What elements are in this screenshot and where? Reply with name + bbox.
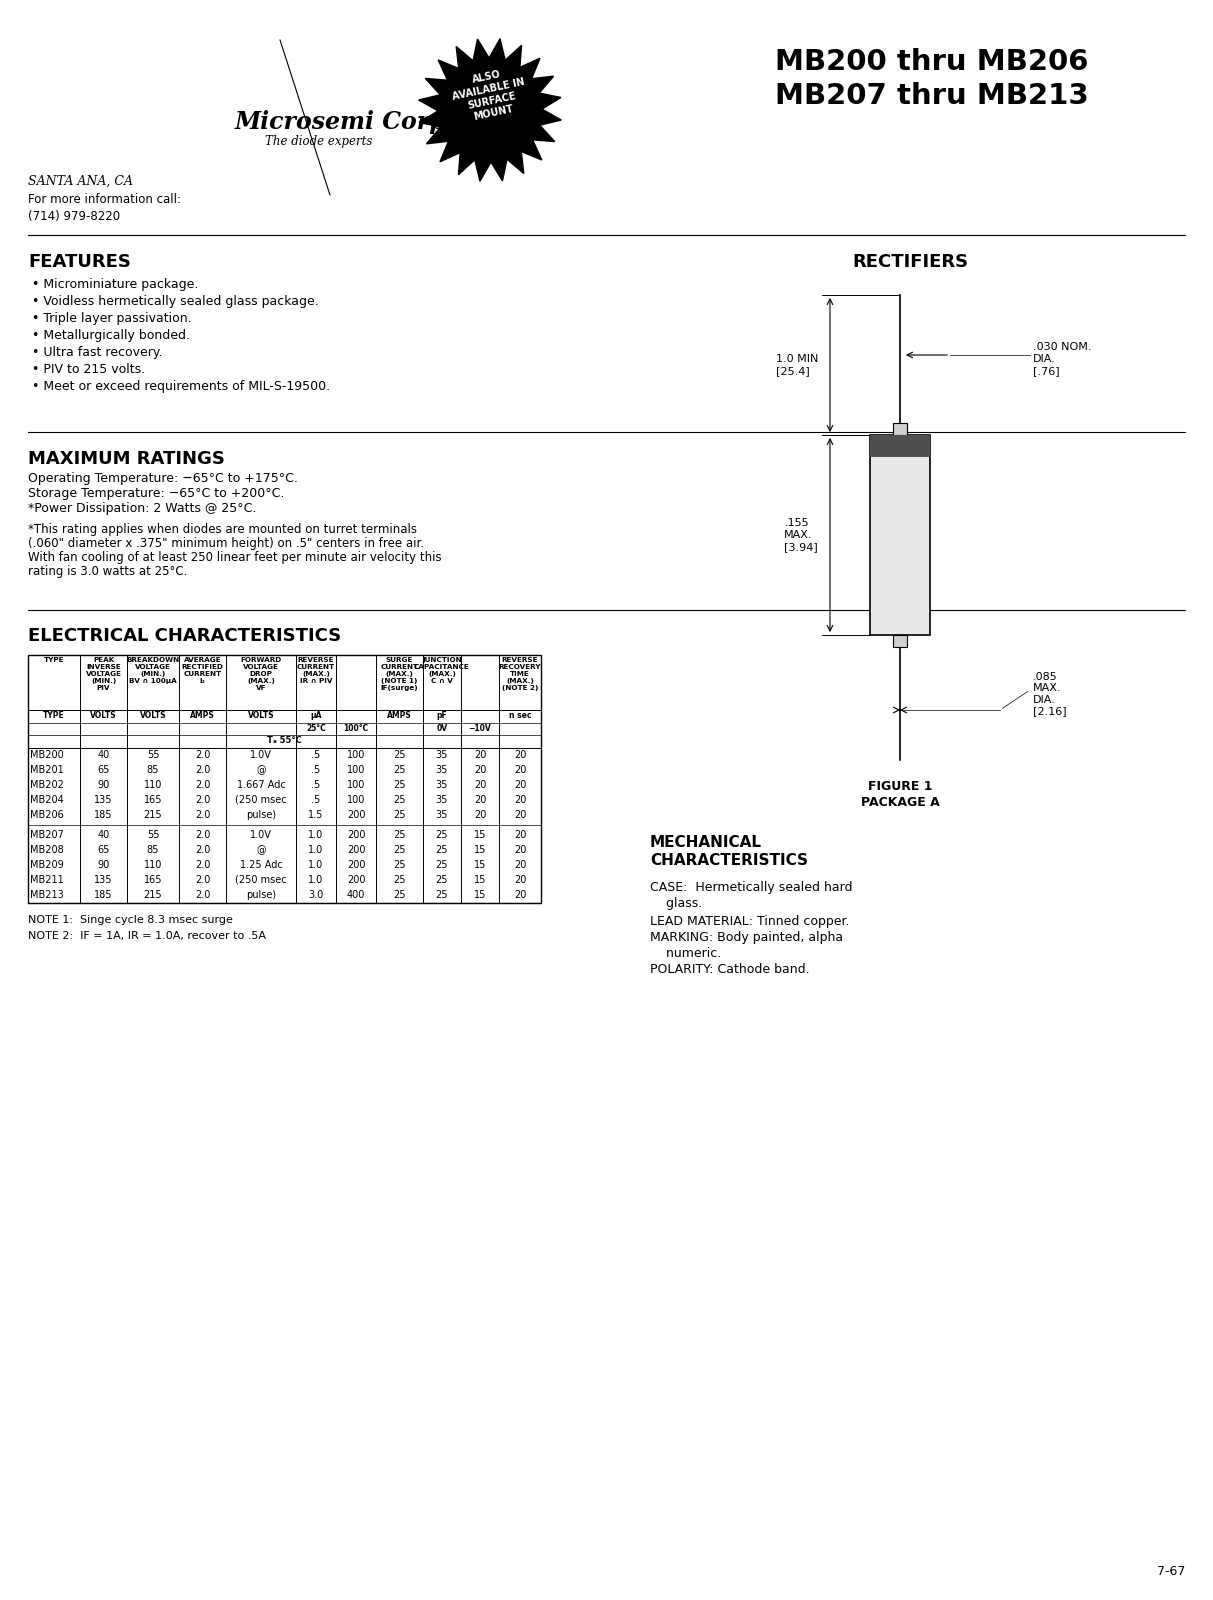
Text: 2.0: 2.0 (195, 890, 210, 899)
Text: 25: 25 (393, 845, 406, 854)
Text: 1.25 Adc: 1.25 Adc (240, 861, 283, 870)
Text: 1.0: 1.0 (308, 875, 324, 885)
Text: • Ultra fast recovery.: • Ultra fast recovery. (32, 346, 163, 358)
Text: TYPE: TYPE (44, 658, 64, 662)
Text: 15: 15 (474, 890, 486, 899)
Text: 90: 90 (97, 861, 109, 870)
Text: 1.0: 1.0 (308, 845, 324, 854)
Text: 200: 200 (347, 810, 365, 819)
Text: pF: pF (437, 710, 448, 720)
Text: (250 msec: (250 msec (235, 795, 286, 805)
Text: 25: 25 (435, 845, 449, 854)
Text: .5: .5 (312, 765, 320, 774)
Text: MECHANICAL: MECHANICAL (650, 835, 762, 850)
Text: 20: 20 (514, 875, 526, 885)
Text: 20: 20 (474, 765, 486, 774)
Text: 1.0 MIN
[25.4]: 1.0 MIN [25.4] (775, 354, 818, 376)
Text: 40: 40 (97, 830, 109, 840)
Text: −10V: −10V (468, 723, 491, 733)
Text: 25°C: 25°C (306, 723, 326, 733)
Text: POLARITY: Cathode band.: POLARITY: Cathode band. (650, 963, 809, 976)
Text: 2.0: 2.0 (195, 795, 210, 805)
Text: 20: 20 (514, 750, 526, 760)
Text: MB200: MB200 (30, 750, 64, 760)
Text: 1.667 Adc: 1.667 Adc (237, 781, 285, 790)
Text: .030 NOM.
DIA.
[.76]: .030 NOM. DIA. [.76] (1033, 342, 1092, 376)
Text: JUNCTION
CAPACITANCE
(MAX.)
C ∩ V: JUNCTION CAPACITANCE (MAX.) C ∩ V (414, 658, 469, 685)
Bar (893, 422, 907, 435)
Text: AVERAGE
RECTIFIED
CURRENT
I₂: AVERAGE RECTIFIED CURRENT I₂ (182, 658, 223, 685)
Text: Microsemi Corp.: Microsemi Corp. (235, 110, 455, 134)
Text: ALSO
AVAILABLE IN
SURFACE
MOUNT: ALSO AVAILABLE IN SURFACE MOUNT (449, 64, 531, 126)
Text: SURGE
CURRENT
(MAX.)
(NOTE 1)
IF(surge): SURGE CURRENT (MAX.) (NOTE 1) IF(surge) (381, 658, 418, 691)
Text: .5: .5 (312, 750, 320, 760)
Text: For more information call:: For more information call: (28, 194, 181, 206)
Text: .5: .5 (312, 795, 320, 805)
Text: 35: 35 (435, 781, 448, 790)
Text: Storage Temperature: −65°C to +200°C.: Storage Temperature: −65°C to +200°C. (28, 486, 284, 499)
Text: 55: 55 (147, 750, 159, 760)
Text: 2.0: 2.0 (195, 845, 210, 854)
Text: • Microminiature package.: • Microminiature package. (32, 278, 199, 291)
Text: • Meet or exceed requirements of MIL-S-19500.: • Meet or exceed requirements of MIL-S-1… (32, 379, 330, 394)
Text: (714) 979-8220: (714) 979-8220 (28, 210, 120, 222)
Text: n sec: n sec (508, 710, 531, 720)
Text: 400: 400 (347, 890, 365, 899)
Text: 1.0V: 1.0V (250, 750, 272, 760)
Text: PEAK
INVERSE
VOLTAGE
(MIN.)
PIV: PEAK INVERSE VOLTAGE (MIN.) PIV (85, 658, 121, 691)
Text: 200: 200 (347, 861, 365, 870)
Text: 2.0: 2.0 (195, 810, 210, 819)
Text: FORWARD
VOLTAGE
DROP
(MAX.)
VF: FORWARD VOLTAGE DROP (MAX.) VF (240, 658, 281, 691)
Text: 25: 25 (435, 890, 449, 899)
Text: 165: 165 (144, 795, 163, 805)
Text: μA: μA (311, 710, 321, 720)
Text: REVERSE
RECOVERY
TIME
(MAX.)
(NOTE 2): REVERSE RECOVERY TIME (MAX.) (NOTE 2) (499, 658, 541, 691)
Text: glass.: glass. (650, 898, 702, 910)
Text: 35: 35 (435, 750, 448, 760)
Text: CHARACTERISTICS: CHARACTERISTICS (650, 853, 808, 867)
Text: MB208: MB208 (30, 845, 64, 854)
Text: @: @ (256, 765, 266, 774)
Text: MB202: MB202 (30, 781, 64, 790)
Text: 20: 20 (474, 750, 486, 760)
Text: MB213: MB213 (30, 890, 64, 899)
Text: 65: 65 (97, 845, 109, 854)
Text: 25: 25 (393, 875, 406, 885)
Text: ELECTRICAL CHARACTERISTICS: ELECTRICAL CHARACTERISTICS (28, 627, 341, 645)
Bar (28, 654, 541, 902)
Text: pulse): pulse) (246, 890, 277, 899)
Text: 215: 215 (143, 810, 163, 819)
Text: 25: 25 (435, 875, 449, 885)
Text: 25: 25 (393, 795, 406, 805)
Text: 40: 40 (97, 750, 109, 760)
Text: 100°C: 100°C (343, 723, 369, 733)
Text: 25: 25 (393, 861, 406, 870)
Text: PACKAGE A: PACKAGE A (861, 795, 939, 810)
Text: SANTA ANA, CA: SANTA ANA, CA (28, 174, 133, 187)
Text: NOTE 1:  Singe cycle 8.3 msec surge: NOTE 1: Singe cycle 8.3 msec surge (28, 915, 233, 925)
Text: 90: 90 (97, 781, 109, 790)
Text: 25: 25 (393, 765, 406, 774)
Text: 185: 185 (95, 890, 113, 899)
Text: 110: 110 (144, 861, 163, 870)
Text: VOLTS: VOLTS (90, 710, 116, 720)
Text: REVERSE
CURRENT
(MAX.)
IR ∩ PIV: REVERSE CURRENT (MAX.) IR ∩ PIV (297, 658, 335, 685)
Text: 0V: 0V (437, 723, 448, 733)
Text: MB207: MB207 (30, 830, 64, 840)
Text: AMPS: AMPS (190, 710, 215, 720)
Text: • Voidless hermetically sealed glass package.: • Voidless hermetically sealed glass pac… (32, 294, 319, 307)
Text: 185: 185 (95, 810, 113, 819)
Text: 25: 25 (393, 830, 406, 840)
Text: .155
MAX.
[3.94]: .155 MAX. [3.94] (785, 518, 818, 552)
Text: (.060" diameter x .375" minimum height) on .5" centers in free air.: (.060" diameter x .375" minimum height) … (28, 538, 425, 550)
Text: 1.0V: 1.0V (250, 830, 272, 840)
Text: 200: 200 (347, 830, 365, 840)
Text: MB206: MB206 (30, 810, 64, 819)
Text: Tₐ 55°C: Tₐ 55°C (267, 736, 302, 746)
Text: 20: 20 (514, 890, 526, 899)
Text: 2.0: 2.0 (195, 830, 210, 840)
Text: 15: 15 (474, 861, 486, 870)
Text: 1.5: 1.5 (308, 810, 324, 819)
Text: MARKING: Body painted, alpha: MARKING: Body painted, alpha (650, 931, 843, 944)
Text: • Triple layer passivation.: • Triple layer passivation. (32, 312, 192, 325)
